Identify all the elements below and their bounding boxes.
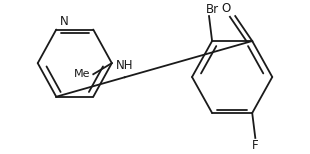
Text: F: F — [252, 139, 259, 152]
Text: NH: NH — [116, 59, 134, 72]
Text: Me: Me — [74, 69, 90, 79]
Text: Br: Br — [206, 3, 219, 16]
Text: O: O — [221, 2, 231, 15]
Text: N: N — [60, 15, 68, 28]
